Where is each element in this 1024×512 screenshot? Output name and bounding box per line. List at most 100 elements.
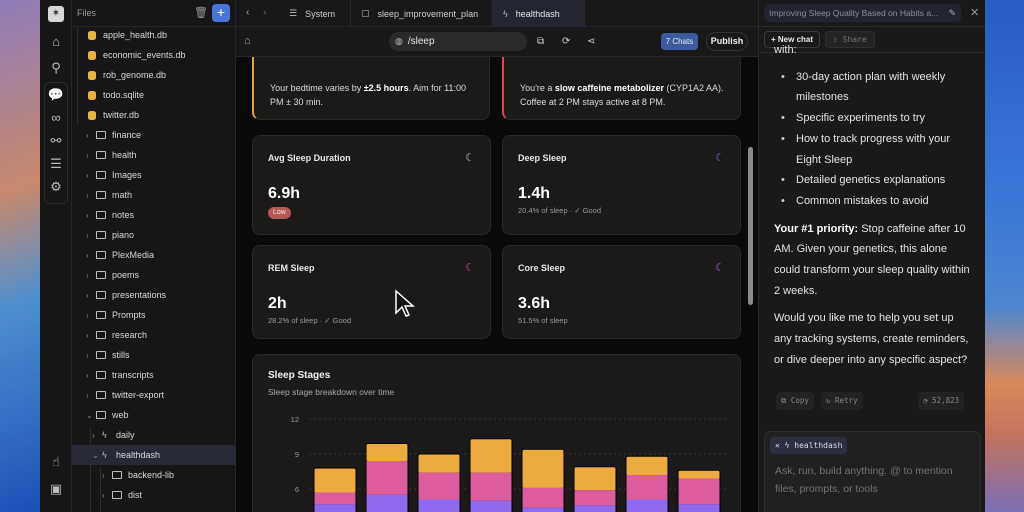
file-tree-item[interactable]: › presentations	[72, 285, 236, 305]
file-tree-item[interactable]: ⌄ ϟ healthdash	[72, 445, 236, 465]
home-icon[interactable]: ⌂	[244, 35, 251, 47]
bar-segment[interactable]	[366, 443, 408, 461]
bar-segment[interactable]	[314, 492, 356, 505]
tab-sleep-improvement-plan[interactable]: ▢ sleep_improvement_plan	[351, 0, 493, 27]
search-icon[interactable]: ⚲	[51, 60, 61, 75]
file-tree-item[interactable]: rob_genome.db	[72, 65, 236, 85]
bar-segment[interactable]	[626, 474, 668, 500]
bar-segment[interactable]	[418, 453, 460, 473]
copy-button[interactable]: ⧉ Copy	[776, 392, 814, 410]
pencil-icon[interactable]: ✎	[948, 8, 956, 18]
bar-segment[interactable]	[314, 504, 356, 512]
file-tree-item[interactable]: › Images	[72, 165, 236, 185]
file-tree-item[interactable]: › research	[72, 325, 236, 345]
file-tree-item[interactable]: ⌄ web	[72, 405, 236, 425]
y-tick-label: 6	[295, 485, 299, 494]
url-field[interactable]: ◍ /sleep	[389, 32, 527, 51]
tab-system[interactable]: ☰ System	[279, 0, 351, 27]
message-intro: with:	[774, 44, 797, 56]
chat-title-field[interactable]: Improving Sleep Quality Based on Habits …	[764, 4, 961, 22]
back-arrow-icon[interactable]: ‹	[246, 7, 250, 18]
bar-segment[interactable]	[470, 472, 512, 501]
file-tree-item[interactable]: todo.sqlite	[72, 85, 236, 105]
file-tree-item[interactable]: › ϟ daily	[72, 425, 236, 445]
bar-segment[interactable]	[574, 505, 616, 512]
metric-title: Core Sleep	[518, 263, 566, 273]
bar-segment[interactable]	[678, 504, 720, 512]
chat-panel: Improving Sleep Quality Based on Habits …	[758, 0, 985, 512]
bar-segment[interactable]	[574, 490, 616, 506]
logo-icon[interactable]: ✶	[48, 6, 64, 22]
file-tree-item[interactable]: › notes	[72, 205, 236, 225]
bar-segment[interactable]	[366, 494, 408, 512]
database-icon[interactable]: ☰	[50, 156, 62, 171]
settings-icon[interactable]: ⚙	[50, 179, 62, 194]
file-tree-item[interactable]: › piano	[72, 225, 236, 245]
home-icon[interactable]: ⌂	[52, 34, 60, 49]
bar-segment[interactable]	[366, 460, 408, 495]
file-tree-label: healthdash	[116, 450, 161, 460]
folder-icon	[96, 331, 106, 339]
chevron-right-icon: ›	[102, 490, 105, 500]
bar-segment[interactable]	[470, 500, 512, 512]
file-tree-item[interactable]: economic_events.db	[72, 45, 236, 65]
hand-icon[interactable]: ☝	[52, 454, 60, 469]
bar-segment[interactable]	[574, 466, 616, 491]
terminal-icon[interactable]: ▣	[49, 481, 63, 496]
bar-segment[interactable]	[678, 470, 720, 479]
file-tree-item[interactable]: › transcripts	[72, 365, 236, 385]
share-button[interactable]: ⇪ Share	[825, 31, 875, 48]
refresh-icon[interactable]: ⟳	[562, 36, 571, 47]
retry-button[interactable]: ↻ Retry	[821, 392, 863, 410]
chats-button[interactable]: 7 Chats	[661, 33, 698, 50]
bar-segment[interactable]	[522, 507, 564, 512]
file-tree-item[interactable]: › stills	[72, 345, 236, 365]
scrollbar[interactable]	[748, 147, 753, 305]
file-tree-item[interactable]: › backend-lib	[72, 465, 236, 485]
publish-button[interactable]: Publish	[706, 32, 748, 51]
new-chat-button[interactable]: + New chat	[764, 31, 821, 48]
context-chip[interactable]: ✕ ϟ healthdash	[770, 437, 848, 454]
bullet-item: Common mistakes to avoid	[774, 191, 974, 212]
bar-outline	[521, 448, 565, 512]
binoculars-icon[interactable]: ⚯	[50, 133, 62, 148]
forward-arrow-icon[interactable]: ›	[263, 7, 267, 18]
share-icon[interactable]: ⋖	[587, 36, 596, 47]
file-tree-item[interactable]: › finance	[72, 125, 236, 145]
file-tree-item[interactable]: › health	[72, 145, 236, 165]
bar-segment[interactable]	[314, 467, 356, 493]
open-external-icon[interactable]: ⧉	[537, 36, 545, 47]
bar-segment[interactable]	[418, 499, 460, 512]
new-file-button[interactable]: +	[212, 4, 230, 22]
tab-healthdash[interactable]: ϟ healthdash	[493, 0, 585, 27]
file-tree-item[interactable]: › twitter-export	[72, 385, 236, 405]
file-tree-item[interactable]: twitter.db	[72, 105, 236, 125]
file-tree-item[interactable]: › PlexMedia	[72, 245, 236, 265]
close-icon[interactable]: ✕	[970, 7, 980, 19]
bar-outline	[573, 466, 617, 512]
chevron-down-icon: ⌄	[86, 410, 93, 420]
file-tree-item[interactable]: apple_health.db	[72, 25, 236, 45]
bar-segment[interactable]	[626, 499, 668, 512]
trash-icon[interactable]: 🗑	[194, 7, 208, 19]
chat-icon[interactable]: 💬	[47, 87, 65, 102]
file-tree-item[interactable]: › poems	[72, 265, 236, 285]
tree-guide	[90, 427, 91, 512]
folder-icon	[96, 191, 106, 199]
moon-icon: ☾	[715, 262, 725, 274]
bar-segment[interactable]	[522, 487, 564, 508]
bar-segment[interactable]	[678, 478, 720, 505]
bullet-item: Detailed genetics explanations	[774, 170, 974, 191]
file-tree-item[interactable]: › math	[72, 185, 236, 205]
chevron-right-icon: ›	[86, 370, 89, 380]
bar-segment[interactable]	[418, 472, 460, 500]
bar-segment[interactable]	[470, 438, 512, 473]
chat-input[interactable]	[775, 462, 975, 498]
infinity-icon[interactable]: ∞	[51, 110, 61, 125]
chat-title: Improving Sleep Quality Based on Habits …	[769, 8, 939, 18]
bar-segment[interactable]	[626, 456, 668, 475]
globe-icon: ◍	[395, 36, 403, 46]
file-tree-item[interactable]: › dist	[72, 485, 236, 505]
file-tree-item[interactable]: › Prompts	[72, 305, 236, 325]
bar-segment[interactable]	[522, 449, 564, 488]
